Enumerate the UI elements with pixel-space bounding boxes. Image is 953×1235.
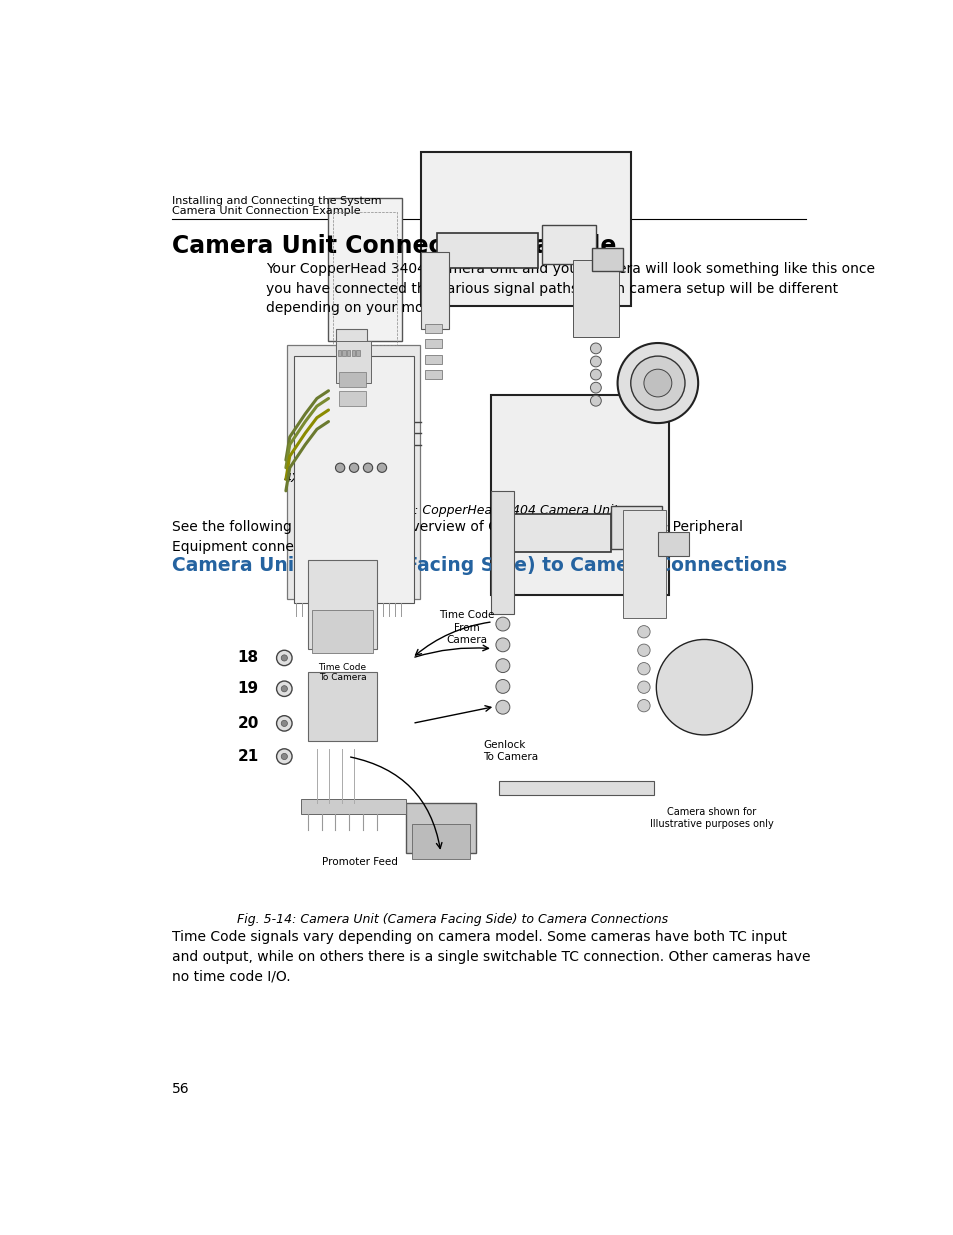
Text: Camera shown for
Illustrative purposes only: Camera shown for Illustrative purposes o… <box>650 806 773 829</box>
Bar <box>592 248 622 272</box>
Circle shape <box>377 463 386 472</box>
Text: 20: 20 <box>237 716 258 731</box>
Bar <box>611 506 661 548</box>
Circle shape <box>668 652 740 722</box>
Bar <box>335 341 371 383</box>
Bar <box>498 514 611 552</box>
Bar <box>333 212 397 346</box>
Bar <box>307 672 377 741</box>
Circle shape <box>637 680 649 693</box>
Text: Camera Unit (Camera Facing Side) to Camera Connections: Camera Unit (Camera Facing Side) to Came… <box>172 556 786 576</box>
Text: 21: 21 <box>237 748 258 764</box>
Bar <box>406 803 476 852</box>
Circle shape <box>590 395 600 406</box>
Text: Time Code
From
Camera: Time Code From Camera <box>438 610 494 645</box>
Circle shape <box>590 356 600 367</box>
Bar <box>339 390 366 406</box>
Circle shape <box>276 651 292 666</box>
Text: 4X: 4X <box>283 472 300 484</box>
Bar <box>425 340 442 348</box>
Bar <box>572 259 618 337</box>
Circle shape <box>630 356 684 410</box>
Circle shape <box>695 678 713 697</box>
Text: Fig. 5-14: Camera Unit (Camera Facing Side) to Camera Connections: Fig. 5-14: Camera Unit (Camera Facing Si… <box>236 913 667 926</box>
Circle shape <box>682 666 725 709</box>
Circle shape <box>281 655 287 661</box>
Circle shape <box>363 463 373 472</box>
Circle shape <box>281 753 287 760</box>
Circle shape <box>590 369 600 380</box>
Bar <box>337 350 340 356</box>
Text: Camera Unit Connection Example: Camera Unit Connection Example <box>172 206 360 216</box>
Circle shape <box>590 383 600 393</box>
Text: Time Code signals vary depending on camera model. Some cameras have both TC inpu: Time Code signals vary depending on came… <box>172 930 810 984</box>
Circle shape <box>349 463 358 472</box>
Bar <box>335 330 367 352</box>
Circle shape <box>637 699 649 711</box>
Bar <box>658 531 688 556</box>
Circle shape <box>496 679 509 693</box>
Bar <box>491 395 669 595</box>
Circle shape <box>281 720 287 726</box>
Circle shape <box>590 343 600 353</box>
Text: 19: 19 <box>237 682 258 697</box>
Circle shape <box>637 645 649 656</box>
Circle shape <box>276 748 292 764</box>
Circle shape <box>496 618 509 631</box>
Text: Time Code
To Camera: Time Code To Camera <box>318 662 366 682</box>
Bar <box>356 350 359 356</box>
Circle shape <box>496 638 509 652</box>
Bar <box>339 372 366 387</box>
Bar <box>301 799 406 814</box>
Text: See the following sections for an overview of Camera Unit to Camera & Peripheral: See the following sections for an overvi… <box>172 520 742 553</box>
Circle shape <box>637 662 649 674</box>
Bar <box>622 510 665 618</box>
Circle shape <box>276 680 292 697</box>
Bar <box>412 824 469 858</box>
Bar <box>541 225 596 264</box>
Text: Your CopperHead 3404 Camera Unit and your camera will look something like this o: Your CopperHead 3404 Camera Unit and you… <box>266 262 875 315</box>
Bar <box>328 199 402 341</box>
Bar <box>421 252 448 330</box>
Bar <box>436 233 537 268</box>
Bar <box>342 350 345 356</box>
Circle shape <box>335 463 344 472</box>
Circle shape <box>496 658 509 673</box>
Bar <box>491 490 514 614</box>
Bar <box>352 350 355 356</box>
Circle shape <box>637 626 649 638</box>
Text: Promoter Feed: Promoter Feed <box>321 857 397 867</box>
Text: Installing and Connecting the System: Installing and Connecting the System <box>172 196 381 206</box>
Circle shape <box>656 640 752 735</box>
Text: 18: 18 <box>237 651 258 666</box>
Circle shape <box>496 700 509 714</box>
Bar <box>287 345 419 599</box>
Bar <box>425 370 442 379</box>
Text: Camera Unit Connection Example: Camera Unit Connection Example <box>172 235 616 258</box>
Circle shape <box>281 685 287 692</box>
Bar <box>421 152 630 306</box>
Circle shape <box>617 343 698 424</box>
Bar <box>294 356 414 603</box>
Bar <box>312 610 373 652</box>
Circle shape <box>276 716 292 731</box>
Text: 56: 56 <box>172 1082 190 1097</box>
Bar <box>347 350 350 356</box>
Bar <box>307 561 377 648</box>
Bar <box>498 782 654 795</box>
Text: Genlock
To Camera: Genlock To Camera <box>483 740 538 762</box>
Bar <box>425 354 442 364</box>
Circle shape <box>643 369 671 396</box>
Bar <box>425 324 442 333</box>
Text: Fig. 5-13: CopperHead 3404 Camera Unit: Fig. 5-13: CopperHead 3404 Camera Unit <box>359 504 618 517</box>
